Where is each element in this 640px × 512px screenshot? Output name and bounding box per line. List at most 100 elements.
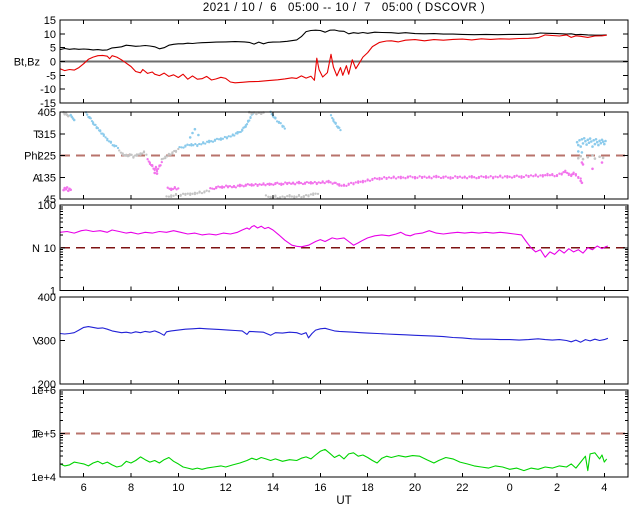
phi-gray-rise [171,152,174,155]
phi-magenta-band-right [577,176,580,180]
phi-cyan-right [598,139,601,143]
phi-cyan-right [597,143,600,147]
phi-cyan-arc [202,142,205,145]
phi-cyan-arc [241,129,244,132]
phi-magenta-band-mid [250,183,253,186]
x-tick-label: 12 [220,482,232,494]
phi-gray-low2 [302,195,305,199]
phi-gray-dashband [128,154,131,157]
phi-cyan-right [577,143,580,147]
phi-magenta-band-right [499,175,502,178]
phi-gray-rise [174,150,178,153]
phi-gray-low2 [281,195,284,198]
phi-magenta-dip [159,164,162,167]
x-axis-label: UT [336,495,352,507]
phi-cyan-descent [104,136,107,139]
phi-cyan-arc [180,146,183,149]
phi-gray-dashband [145,153,148,156]
phi-magenta-band-mid [288,181,291,184]
phi-magenta-band-right [515,174,518,177]
phi-magenta-band-mid [220,185,224,188]
phi-gray-rise [162,157,165,160]
phi-gray-low1 [198,191,201,194]
phi-gray-right [591,154,594,157]
phi-magenta-band-mid [319,181,322,185]
phi-cyan-arc [219,137,223,140]
phi-gray-dashband [118,149,121,152]
phi-magenta-band-right [380,177,384,180]
phi-cyan-right [600,138,604,142]
t-line [59,448,608,472]
phi-cyan-arc [182,146,185,149]
phi-cyan-right [584,139,587,143]
phi-cyan-arc [215,137,219,141]
phi-cyan-arc [249,116,252,120]
phi-magenta-band-right [349,181,353,185]
phi-cyan-blob [339,128,342,132]
phi-gray-low2 [264,194,268,197]
phi-magenta-band-mid [248,183,251,187]
phi-magenta-band-right [525,174,528,177]
phi-magenta-band-mid [270,183,273,186]
phi-magenta-band-mid [254,182,257,186]
phi-magenta-band-right [553,175,556,178]
phi-magenta-band-mid [209,187,212,190]
phi-magenta-band-right [352,183,355,186]
phi-magenta-band-mid [293,183,297,186]
phi-magenta-band-right [340,184,343,187]
phi-magenta-band-mid [307,181,311,184]
phi-cyan-arc [209,140,213,143]
phi-magenta-band-right [345,184,348,188]
phi-magenta-band-mid [230,186,234,189]
phi-gray-topmid [255,112,258,116]
phi-magenta-band-mid [236,184,240,187]
phi-magenta-right-strays [600,161,604,164]
phi-gray-low1 [189,192,192,195]
phi-gray-rise [164,155,167,158]
phi-magenta-leftlow [64,188,68,191]
x-tick-label: 0 [507,482,513,494]
v-row-label: V [33,336,41,348]
phi-gray-dashband [135,153,139,156]
phi-magenta-band-mid [311,182,314,185]
phi-cyan-right [601,140,605,143]
phi-magenta-band-right [435,174,438,178]
n-y-tick-label: 1 [50,286,56,298]
phi-gray-low2 [269,195,272,199]
phi-gray-topmid [259,112,263,115]
phi-cyan-right [577,150,580,153]
phi-cyan-descent [102,133,105,136]
phi-magenta-band-right [470,174,473,178]
phi-magenta-band-right [342,184,346,187]
phi-cyan-descent [96,126,100,130]
phi-magenta-band-mid [215,186,218,190]
phi-magenta-band-right [385,177,388,181]
phi-magenta-band-right [439,176,443,180]
phi-magenta-band-right [529,174,533,177]
phi-gray-low1 [172,194,175,197]
phi-magenta-band-mid [224,184,228,187]
phi-magenta-band-right [532,175,535,178]
phi-cyan-arc [213,139,217,142]
phi-cyan-arc [184,145,187,148]
phi-magenta-band-right [477,176,481,180]
phi-cyan-arc-strays [191,131,194,135]
phi-magenta-band-right [536,175,540,178]
phi-magenta-band-right [494,175,497,178]
n-y-tick-label: 10 [44,243,56,255]
phi-cyan-blob [334,122,337,125]
phi-magenta-band-mid [284,181,287,184]
phi-magenta-band-mid [276,181,279,184]
bt_bz-y-tick-label: -15 [40,98,56,110]
phi-magenta-band-mid [213,187,216,191]
phi-magenta-band-right [390,176,393,180]
phi-cyan-descent [94,123,97,127]
phi-cyan-arc [205,140,209,143]
phi-magenta-band-mid [327,179,330,183]
phi-magenta-band-mid [226,186,230,189]
phi-magenta-band-right [534,174,537,177]
phi-magenta-band-right [544,174,547,177]
phi-magenta-band-right [520,175,523,178]
